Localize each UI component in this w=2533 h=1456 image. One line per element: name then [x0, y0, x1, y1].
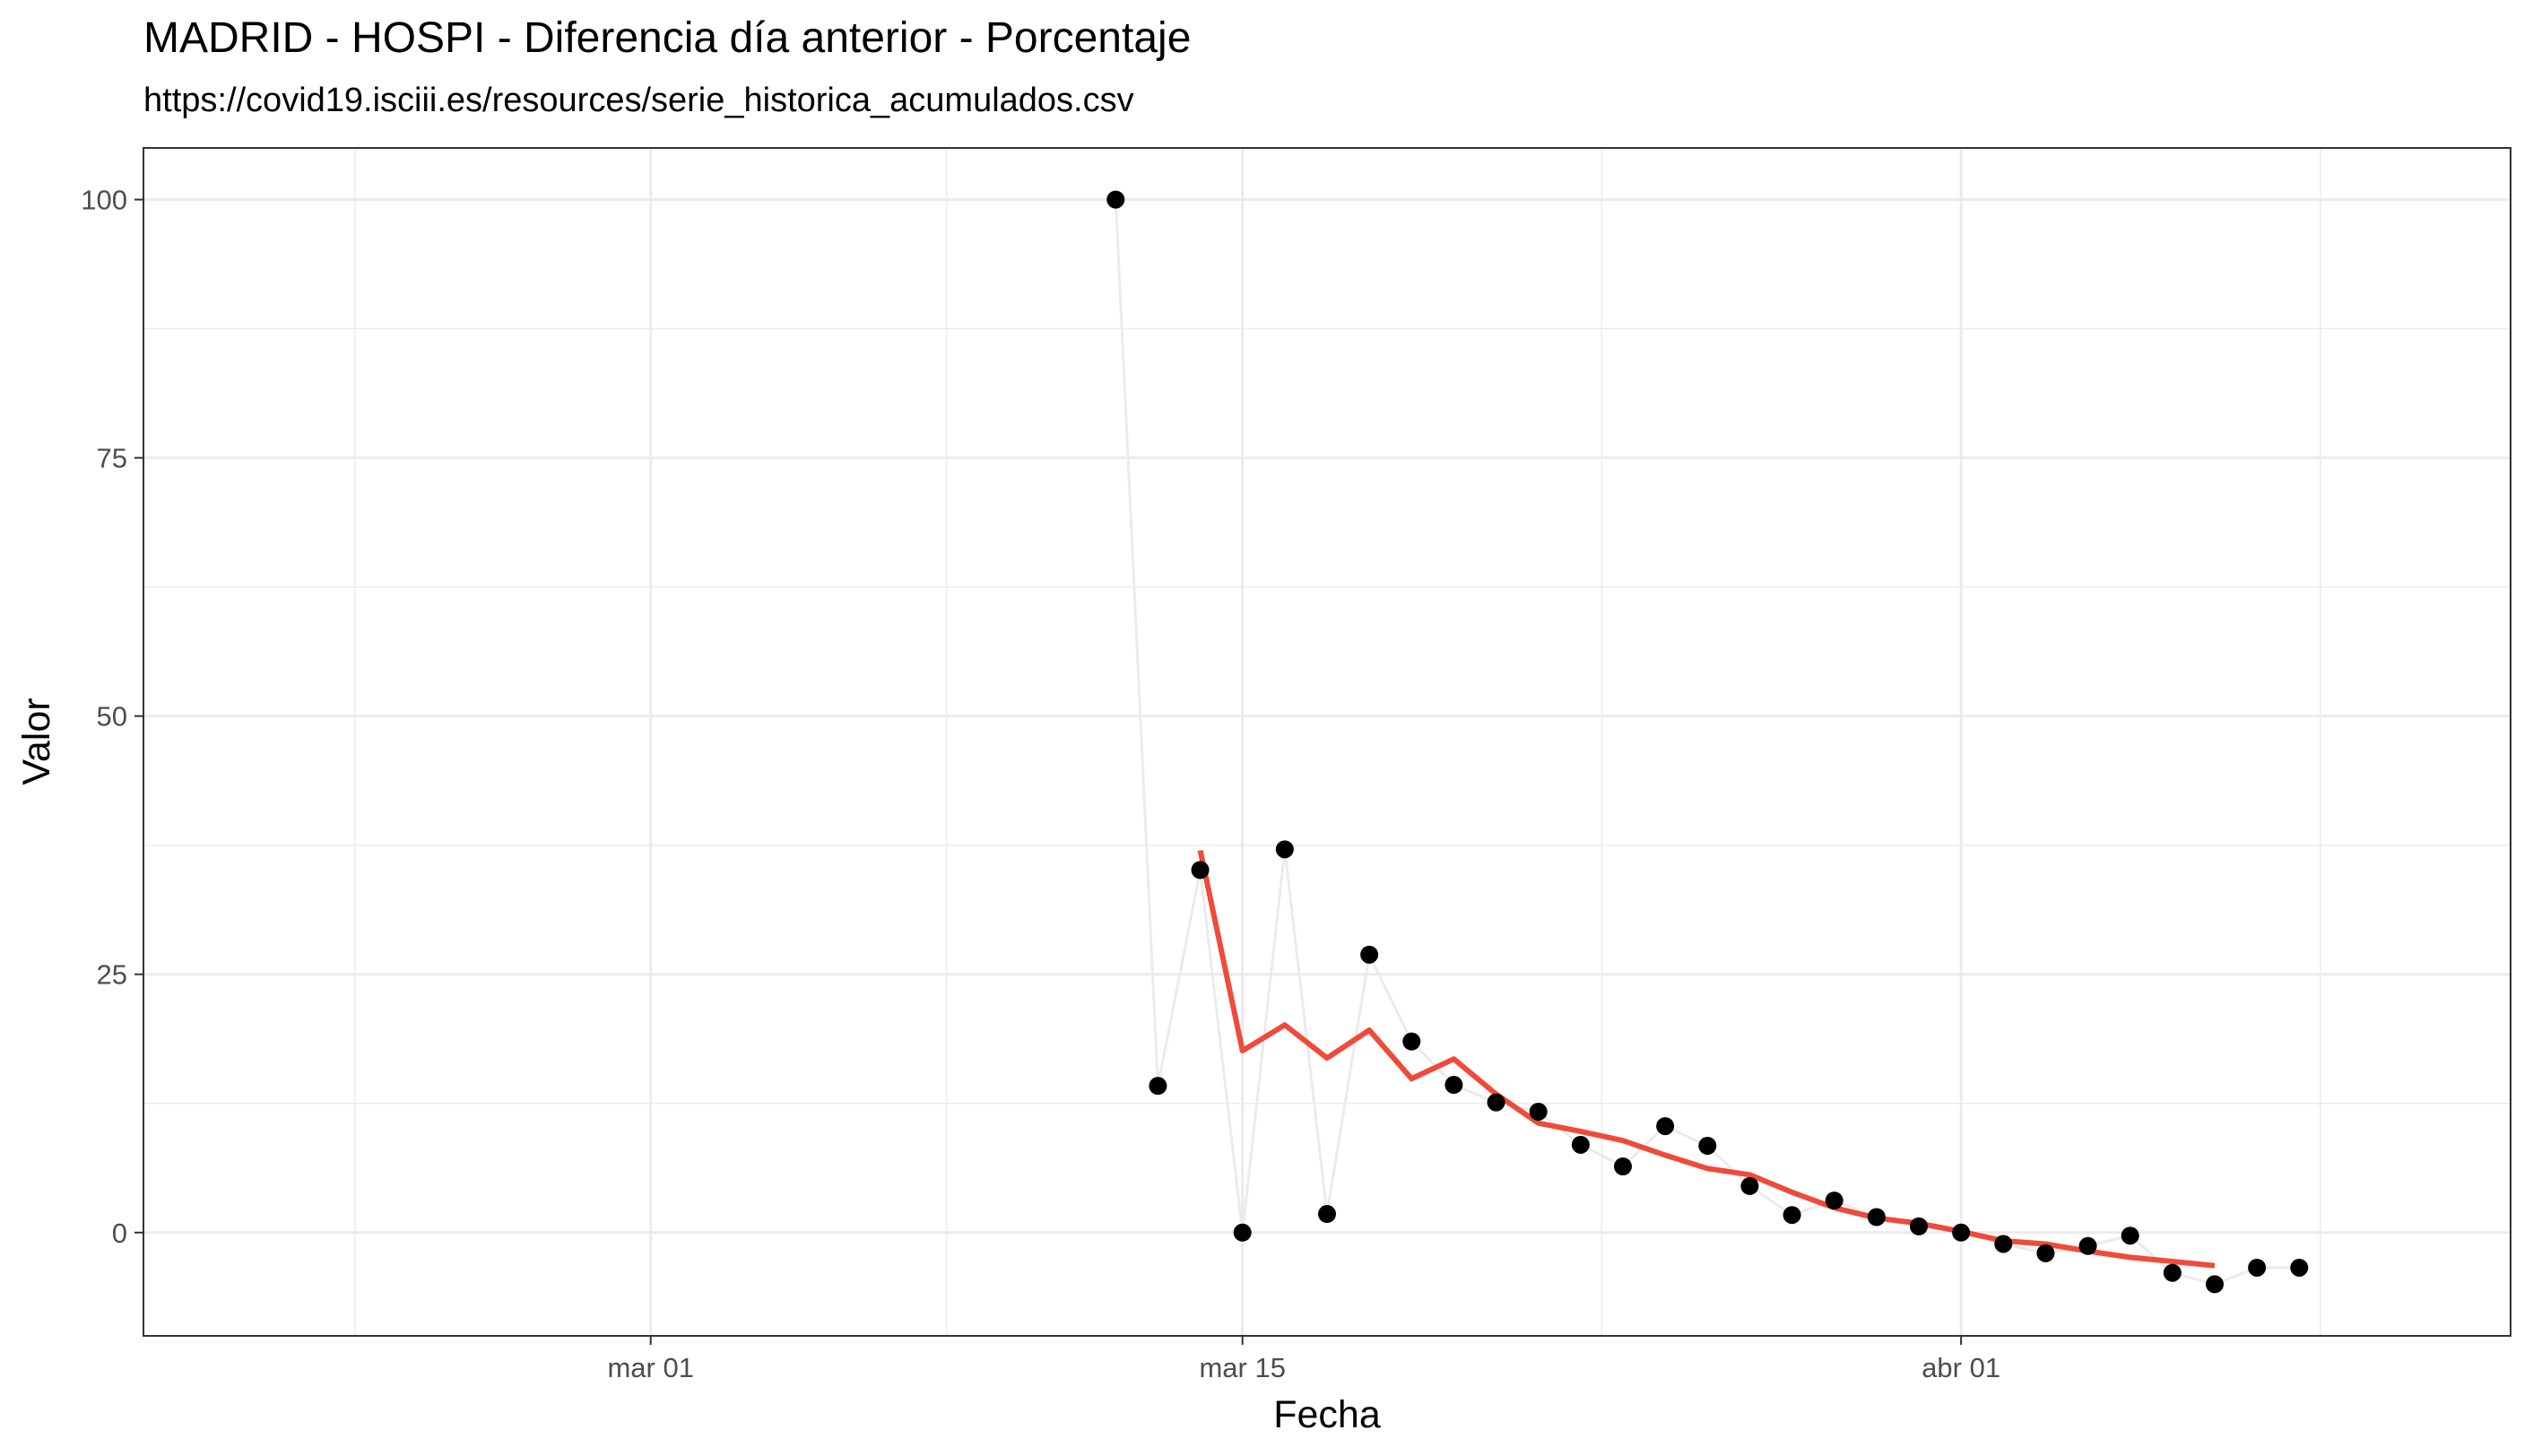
- data-point: [1360, 945, 1379, 964]
- x-axis: mar 01 mar 15 abr 01: [607, 1336, 2000, 1383]
- y-axis: 0 25 50 75 100: [81, 185, 143, 1249]
- plot-panel: [143, 148, 2511, 1336]
- x-axis-title: Fecha: [1273, 1393, 1381, 1436]
- x-tick-label: mar 15: [1199, 1352, 1285, 1383]
- data-point: [1233, 1223, 1252, 1242]
- smoothed-series-line: [1197, 849, 2216, 1269]
- data-point: [2248, 1258, 2267, 1277]
- y-axis-title: Valor: [15, 698, 58, 784]
- points-layer: [1106, 190, 2309, 1294]
- data-point: [1783, 1206, 1801, 1225]
- data-point: [2206, 1275, 2224, 1294]
- data-point: [1740, 1176, 1759, 1195]
- x-tick-label: abr 01: [1921, 1352, 2000, 1383]
- data-point: [1275, 840, 1294, 859]
- y-tick-label: 0: [112, 1218, 127, 1249]
- x-tick-label: mar 01: [607, 1352, 693, 1383]
- data-point: [1910, 1217, 1928, 1235]
- data-point: [1402, 1032, 1421, 1051]
- data-point: [1529, 1102, 1548, 1121]
- chart-subtitle: https://covid19.isciii.es/resources/seri…: [143, 82, 1134, 119]
- data-point: [2036, 1244, 2055, 1262]
- data-point: [1614, 1157, 1632, 1176]
- data-point: [1994, 1235, 2013, 1253]
- y-tick-label: 100: [81, 185, 127, 216]
- data-point: [1952, 1223, 1971, 1242]
- smoothed-line-layer: [1197, 849, 2216, 1269]
- chart-title: MADRID - HOSPI - Diferencia día anterior…: [143, 14, 1191, 62]
- y-tick-label: 25: [97, 959, 127, 991]
- data-point: [1867, 1208, 1886, 1226]
- data-point: [1698, 1137, 1717, 1155]
- data-point: [1656, 1117, 1675, 1136]
- data-point: [1191, 861, 1210, 880]
- data-point: [2078, 1236, 2097, 1255]
- data-point: [1487, 1093, 1505, 1112]
- y-tick-label: 50: [97, 701, 127, 732]
- data-point: [1106, 190, 1125, 209]
- data-point: [1444, 1076, 1463, 1095]
- data-point: [1149, 1077, 1167, 1096]
- data-point: [1825, 1192, 1843, 1210]
- grid: [143, 148, 2511, 1336]
- data-point: [2290, 1258, 2309, 1277]
- data-point: [1571, 1135, 1590, 1154]
- panel-border: [143, 147, 2511, 1337]
- data-point: [2163, 1263, 2182, 1282]
- y-tick-label: 75: [97, 443, 127, 474]
- data-point: [1318, 1205, 1336, 1224]
- data-point: [2121, 1226, 2139, 1245]
